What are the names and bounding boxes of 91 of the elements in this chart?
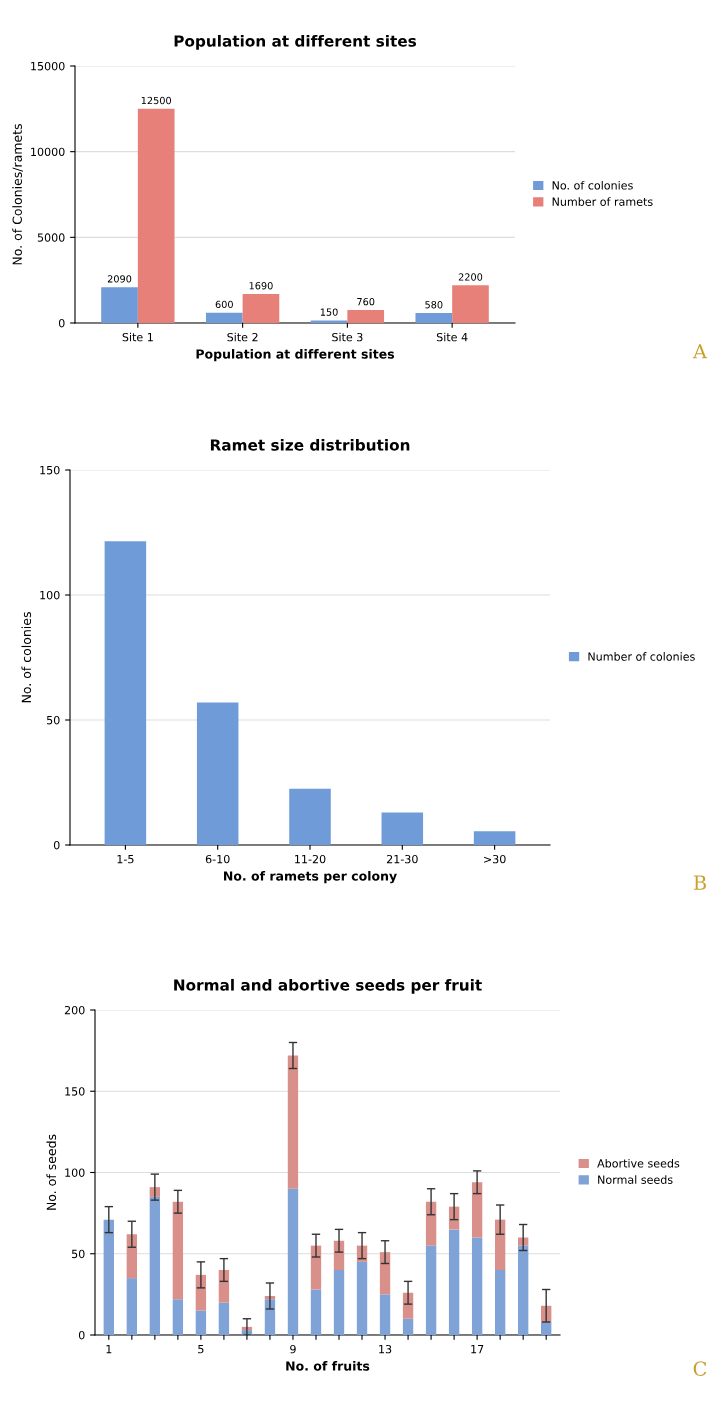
bar xyxy=(195,1310,207,1335)
y-tick-label: 50 xyxy=(72,1249,85,1259)
y-tick-label: 5000 xyxy=(37,233,65,242)
data-label: 2090 xyxy=(107,275,132,283)
bar xyxy=(287,1055,299,1189)
chart-title: Normal and abortive seeds per fruit xyxy=(174,978,482,994)
x-axis-title: Population at different sites xyxy=(196,349,395,362)
bar xyxy=(425,1245,437,1335)
bar xyxy=(541,1322,552,1335)
bar xyxy=(137,108,175,323)
y-tick-label: 0 xyxy=(53,840,60,850)
bar xyxy=(379,1294,391,1335)
bar xyxy=(149,1196,161,1335)
bar xyxy=(310,320,348,323)
bar xyxy=(347,309,385,323)
bar xyxy=(126,1234,138,1279)
x-tick-label: 17 xyxy=(471,1345,484,1354)
x-tick-label: Site 2 xyxy=(227,332,258,342)
x-tick-label: 11-20 xyxy=(295,854,326,864)
chart-title: Ramet size distribution xyxy=(210,438,410,451)
bar xyxy=(310,1289,322,1335)
bar xyxy=(287,1188,299,1335)
bar xyxy=(473,831,516,845)
legend-label: Abortive seeds xyxy=(597,1158,680,1168)
y-tick-label: 150 xyxy=(40,465,60,475)
text: C xyxy=(693,1361,707,1377)
data-label: 12500 xyxy=(141,96,172,105)
bar xyxy=(517,1245,529,1335)
bar xyxy=(356,1261,368,1335)
x-axis-title: No. of fruits xyxy=(286,1361,370,1371)
y-tick-label: 100 xyxy=(65,1168,85,1177)
y-tick-label: 0 xyxy=(58,318,65,328)
x-tick-label: 6-10 xyxy=(205,854,230,864)
bar xyxy=(218,1302,230,1335)
y-axis-title: No. of Colonies/ramets xyxy=(12,124,23,265)
bar xyxy=(101,287,138,323)
bar xyxy=(104,541,147,845)
y-tick-label: 50 xyxy=(47,715,60,725)
bar xyxy=(494,1219,506,1270)
x-tick-label: 21-30 xyxy=(386,854,418,864)
bar xyxy=(448,1229,460,1335)
bar xyxy=(494,1270,506,1335)
x-tick-label: 5 xyxy=(198,1345,204,1354)
x-axis-title: No. of ramets per colony xyxy=(224,871,397,884)
legend-label: Normal seeds xyxy=(598,1175,673,1184)
y-tick-label: 150 xyxy=(65,1087,85,1096)
data-label: 760 xyxy=(357,297,375,306)
y-tick-label: 200 xyxy=(64,1005,85,1015)
x-tick-label: 13 xyxy=(379,1344,392,1354)
x-tick-label: Site 3 xyxy=(332,332,363,342)
bar xyxy=(402,1318,414,1335)
bar xyxy=(379,1252,391,1295)
legend-label: Number of ramets xyxy=(552,197,653,206)
bar xyxy=(452,285,489,323)
bar xyxy=(381,812,424,845)
bar xyxy=(172,1299,184,1335)
data-label: 2200 xyxy=(458,273,483,281)
y-axis-title: No. of colonies xyxy=(21,612,32,703)
legend-label: Number of colonies xyxy=(588,652,695,661)
y-tick-label: 100 xyxy=(40,590,60,600)
x-tick-label: Site 1 xyxy=(122,332,153,342)
y-axis-title: No. of seeds xyxy=(46,1134,57,1210)
x-tick-label: 9 xyxy=(290,1344,296,1354)
text: A xyxy=(692,344,708,359)
bar xyxy=(471,1182,483,1238)
bar xyxy=(471,1237,483,1335)
bar xyxy=(242,294,280,323)
data-label: 580 xyxy=(425,301,443,309)
bar xyxy=(415,313,453,323)
x-tick-label: >30 xyxy=(484,854,506,864)
bar xyxy=(205,312,243,323)
bar xyxy=(218,1270,230,1303)
data-label: 1690 xyxy=(249,282,273,290)
bar xyxy=(172,1201,184,1300)
x-tick-label: 1-5 xyxy=(117,855,134,864)
bar xyxy=(126,1278,138,1335)
data-label: 150 xyxy=(320,308,338,316)
legend-label: No. of colonies xyxy=(552,180,633,190)
bar xyxy=(425,1201,437,1246)
text: B xyxy=(693,875,706,890)
chart-title: Population at different sites xyxy=(174,34,417,50)
x-tick-label: Site 4 xyxy=(436,332,468,342)
x-tick-label: 1 xyxy=(106,1345,112,1354)
bar xyxy=(103,1219,114,1335)
bar xyxy=(289,788,331,845)
y-tick-label: 15000 xyxy=(31,61,65,71)
bar xyxy=(196,702,239,845)
y-tick-label: 10000 xyxy=(31,147,65,157)
bar xyxy=(333,1270,345,1335)
data-label: 600 xyxy=(215,300,233,309)
y-tick-label: 0 xyxy=(78,1330,85,1340)
